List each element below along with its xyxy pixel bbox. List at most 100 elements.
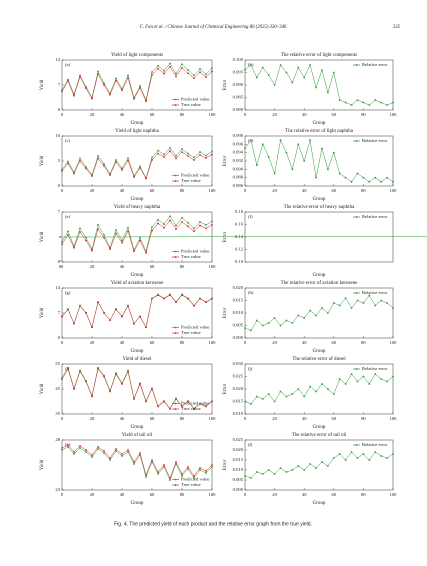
data-point bbox=[321, 383, 323, 385]
data-point bbox=[79, 74, 81, 77]
data-point bbox=[338, 99, 341, 101]
legend-marker bbox=[355, 292, 358, 294]
data-point bbox=[368, 104, 371, 106]
data-point bbox=[151, 297, 153, 300]
data-point bbox=[211, 297, 213, 300]
data-point bbox=[103, 312, 105, 314]
series-line bbox=[244, 295, 394, 331]
series-line bbox=[244, 451, 394, 479]
data-point bbox=[350, 451, 353, 453]
data-point bbox=[368, 459, 371, 461]
data-point bbox=[127, 370, 129, 373]
y-axis-label: Yield bbox=[40, 307, 45, 318]
series-line bbox=[244, 64, 394, 106]
data-point bbox=[356, 172, 359, 175]
x-tick-label: 60 bbox=[332, 112, 337, 117]
data-point bbox=[139, 239, 141, 242]
data-point bbox=[121, 241, 123, 244]
data-point bbox=[133, 322, 135, 325]
legend-marker bbox=[355, 216, 358, 218]
series-line bbox=[61, 66, 213, 102]
x-tick-label: 80 bbox=[180, 188, 185, 193]
series-line bbox=[61, 215, 213, 253]
data-point bbox=[61, 449, 63, 451]
chart-title: Yield of light components bbox=[111, 53, 163, 58]
data-point bbox=[151, 74, 153, 76]
x-tick-label: 20 bbox=[90, 340, 95, 345]
legend-marker bbox=[174, 326, 177, 329]
legend-marker bbox=[174, 174, 177, 177]
y-tick-label: 0.12 bbox=[235, 247, 244, 252]
data-point bbox=[205, 73, 207, 76]
y-tick-label: 0.094 bbox=[233, 150, 244, 155]
data-point bbox=[279, 324, 282, 327]
data-point bbox=[163, 400, 165, 403]
legend-label: True value bbox=[181, 330, 201, 335]
data-point bbox=[350, 104, 353, 106]
data-point bbox=[362, 101, 365, 104]
data-point bbox=[169, 219, 171, 222]
data-point bbox=[127, 159, 129, 162]
data-point bbox=[386, 457, 388, 459]
y-axis-label: Yield bbox=[40, 79, 45, 90]
data-point bbox=[157, 218, 159, 221]
data-point bbox=[255, 76, 258, 79]
data-point bbox=[121, 169, 123, 171]
data-point bbox=[163, 69, 165, 72]
data-point bbox=[115, 448, 117, 450]
data-point bbox=[187, 155, 189, 157]
data-point bbox=[61, 168, 63, 171]
data-point bbox=[169, 408, 171, 410]
y-axis-label: Error bbox=[223, 79, 228, 90]
data-point bbox=[205, 154, 207, 157]
data-point bbox=[61, 170, 63, 172]
series-line bbox=[61, 63, 213, 101]
data-point bbox=[267, 155, 270, 158]
data-point bbox=[356, 380, 359, 383]
chart-title: The relative error of light naphtha bbox=[285, 129, 354, 134]
data-point bbox=[193, 77, 195, 80]
data-point bbox=[61, 447, 63, 449]
data-point bbox=[97, 446, 99, 448]
data-point bbox=[115, 159, 117, 161]
data-point bbox=[139, 86, 141, 89]
data-point bbox=[115, 77, 117, 80]
legend-label: Relative error bbox=[362, 214, 388, 219]
legend-label: Predicted value bbox=[181, 97, 209, 102]
panel-label: (e) bbox=[65, 214, 71, 219]
x-tick-label: 0 bbox=[61, 340, 64, 345]
data-point bbox=[303, 395, 306, 398]
legend-label: True value bbox=[181, 102, 201, 107]
legend-label: True value bbox=[181, 254, 201, 259]
data-point bbox=[193, 477, 195, 479]
data-point bbox=[145, 400, 147, 403]
chart-title: Yield of diesel bbox=[122, 357, 152, 362]
plot-frame bbox=[244, 439, 394, 491]
data-point bbox=[157, 473, 159, 475]
data-point bbox=[199, 151, 201, 153]
data-point bbox=[151, 226, 153, 228]
data-point bbox=[91, 454, 93, 456]
data-point bbox=[326, 312, 329, 314]
data-point bbox=[267, 469, 270, 471]
data-point bbox=[326, 91, 329, 94]
data-point bbox=[380, 378, 383, 380]
data-point bbox=[67, 308, 69, 311]
data-point bbox=[61, 90, 63, 93]
x-tick-label: 100 bbox=[209, 340, 217, 345]
data-point bbox=[127, 76, 129, 79]
data-point bbox=[85, 380, 87, 383]
x-tick-label: 40 bbox=[302, 340, 307, 345]
y-tick-label: 0.010 bbox=[233, 411, 244, 416]
data-point bbox=[193, 227, 195, 230]
data-point bbox=[273, 317, 276, 319]
data-point bbox=[386, 104, 388, 106]
data-point bbox=[169, 477, 171, 479]
data-point bbox=[139, 383, 141, 385]
y-tick-label: 0.090 bbox=[233, 82, 244, 87]
x-tick-label: 0 bbox=[244, 340, 247, 345]
data-point bbox=[250, 139, 252, 142]
x-axis-label: Group bbox=[131, 197, 144, 202]
data-point bbox=[151, 159, 153, 161]
